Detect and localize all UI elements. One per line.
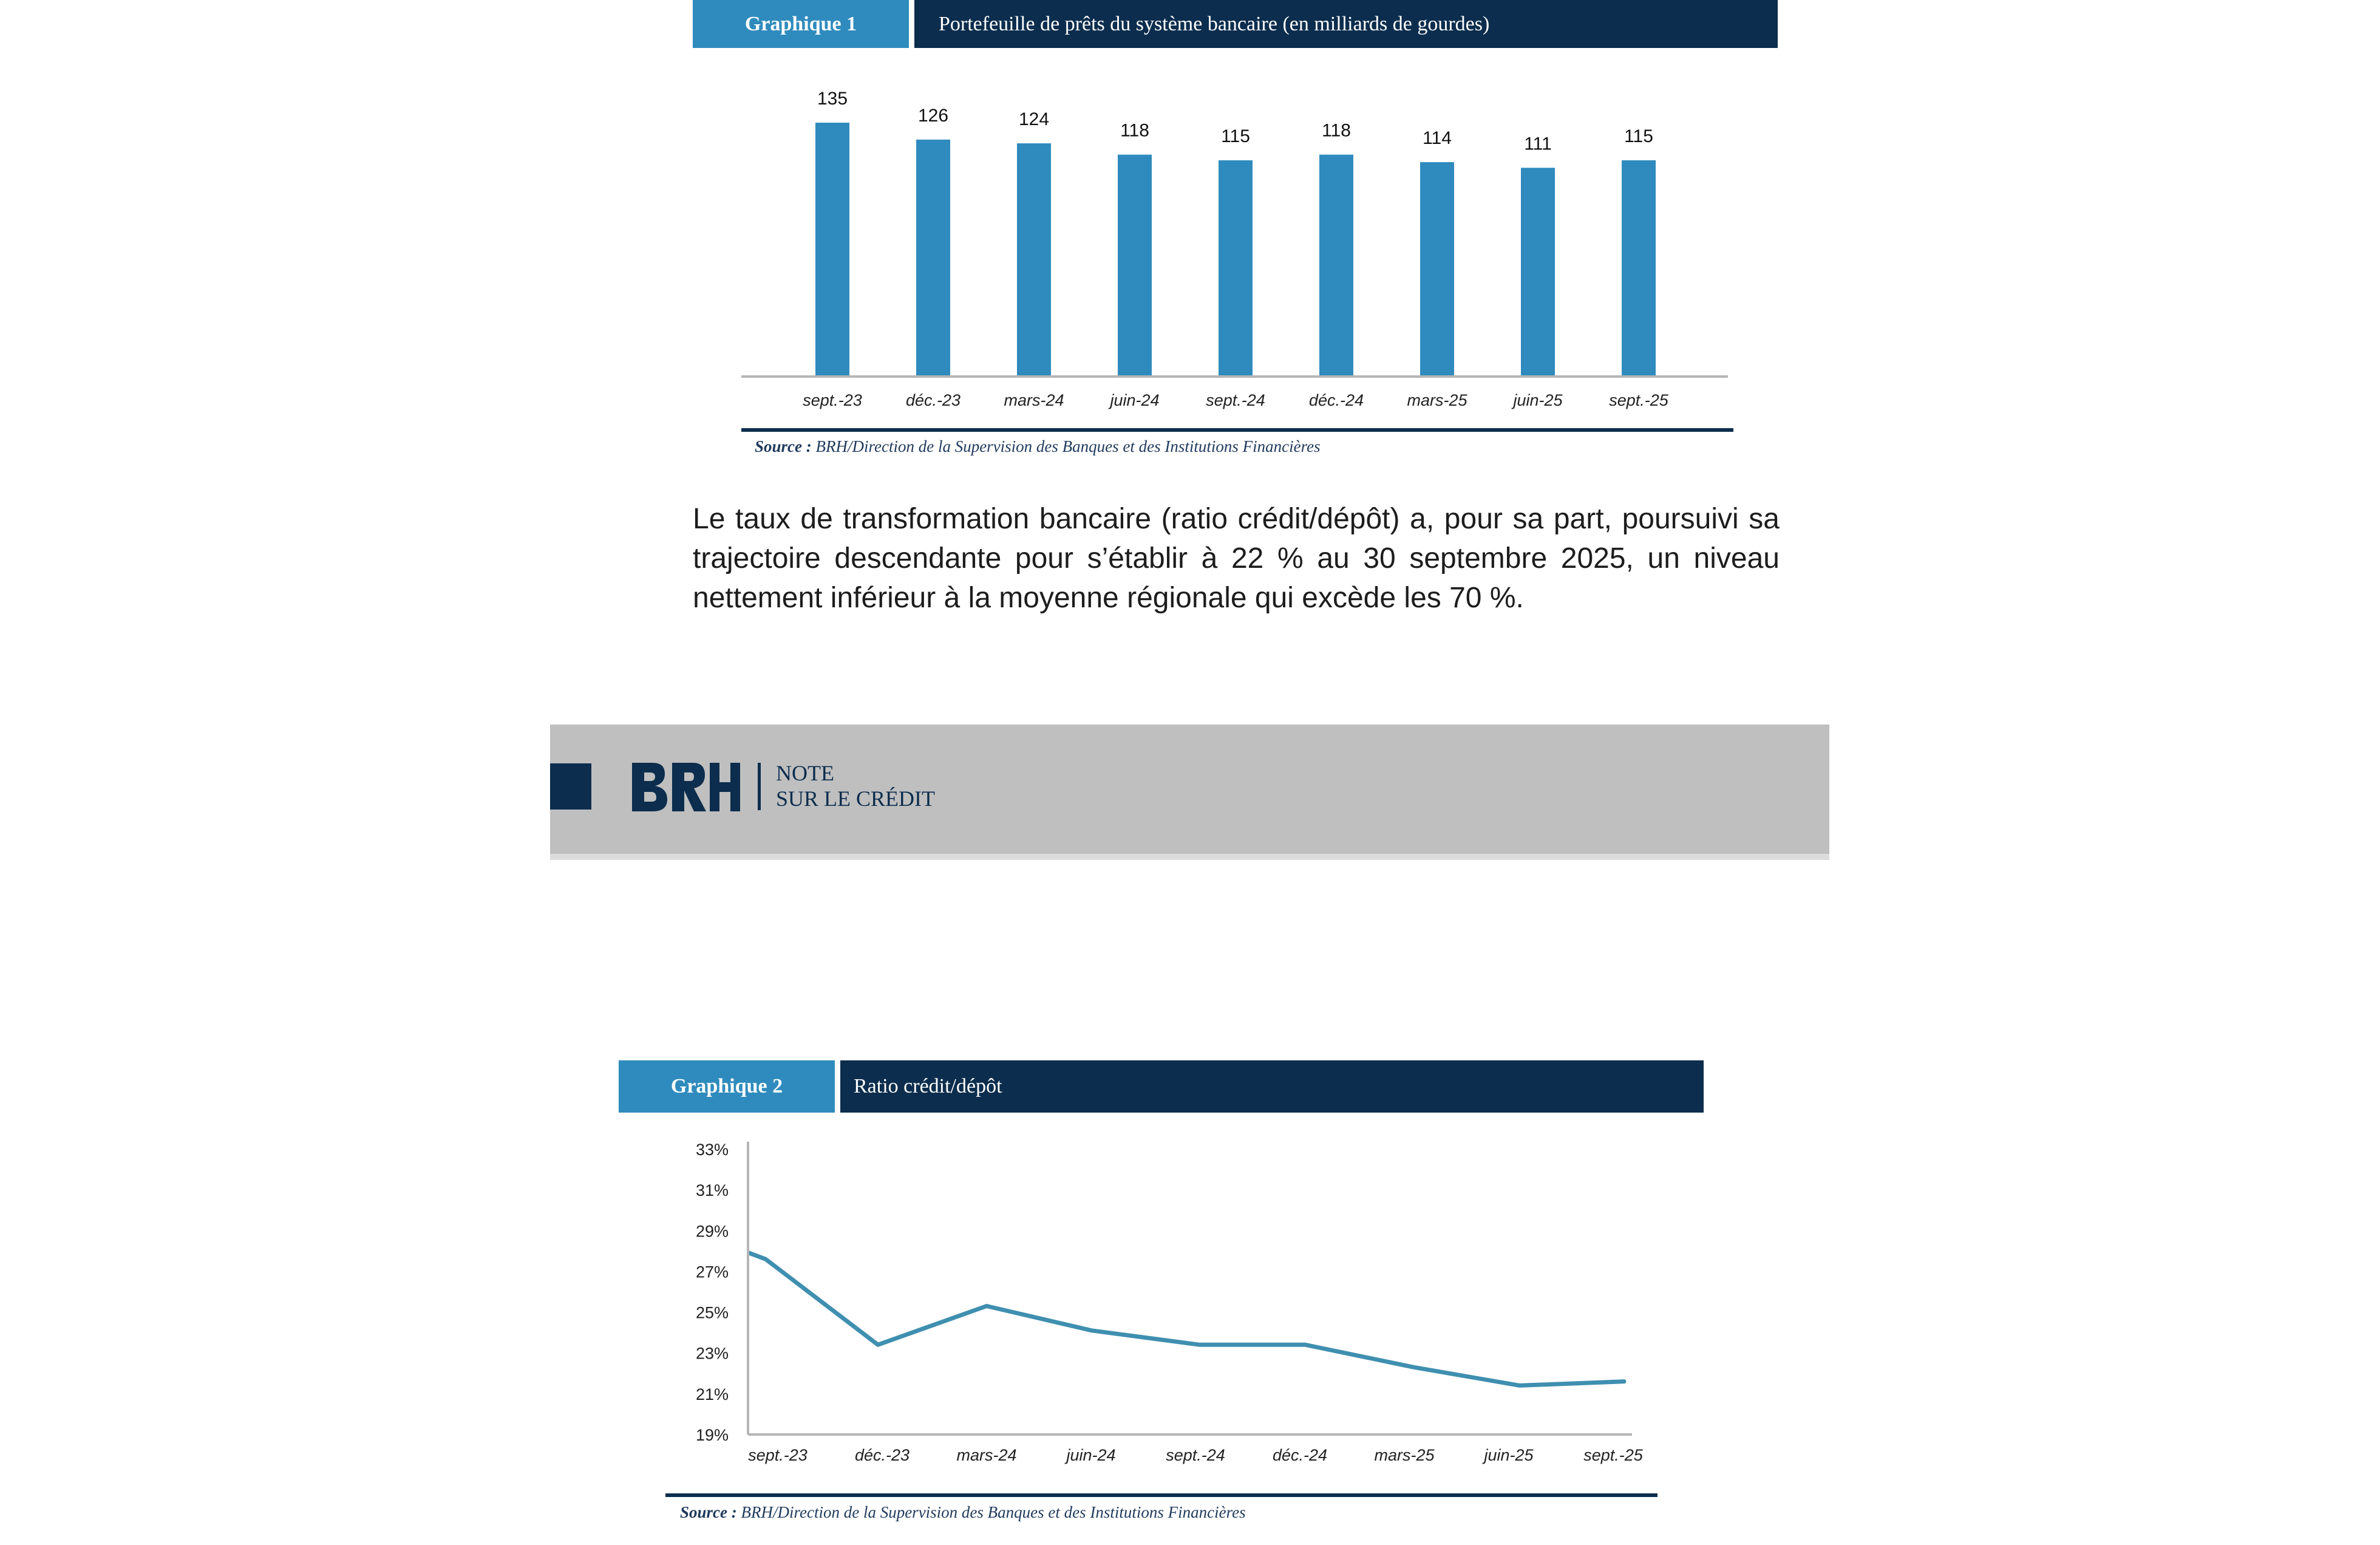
data-point [1305, 1344, 1306, 1346]
x-tick-label: juin-24 [1107, 391, 1159, 409]
chart2-source-label: Source : [680, 1503, 737, 1521]
chart2-tag-label: Graphique 2 [670, 1075, 783, 1097]
brh-logo [632, 763, 740, 811]
banner-square [550, 763, 591, 810]
bar [1622, 160, 1656, 377]
chart1-source-label: Source : [755, 437, 812, 455]
line-layer: 33% 31% 29% 27% 25% 23% 21% 19% sept.-23 déc.-23 m… [696, 1141, 1644, 1464]
data-point [1091, 1329, 1092, 1331]
y-tick-label: 29% [696, 1222, 729, 1240]
bar [1118, 154, 1152, 377]
brh-logo-mark [632, 763, 740, 811]
y-tick-label: 19% [696, 1426, 729, 1444]
chart1-title: Portefeuille de prêts du système bancair… [939, 12, 1490, 35]
data-point [1519, 1385, 1520, 1386]
x-tick-label: mars-24 [1004, 391, 1064, 409]
line-chart: 33% 31% 29% 27% 25% 23% 21% 19% sept.-23 déc.-23 m… [665, 1141, 1657, 1497]
data-point [877, 1344, 879, 1346]
bar [1521, 168, 1555, 377]
data-point [986, 1305, 987, 1307]
x-tick-label: sept.-23 [748, 1446, 807, 1464]
x-tick-label: juin-24 [1064, 1446, 1115, 1464]
x-tick-label: mars-24 [956, 1446, 1016, 1464]
chart2-source: Source : BRH/Direction de la Supervision… [680, 1503, 1246, 1522]
banner-title-line2: SUR LE CRÉDIT [776, 786, 936, 811]
chart2-title-bar: Ratio crédit/dépôt [840, 1060, 1704, 1113]
x-tick-label: sept.-25 [1583, 1446, 1644, 1464]
bars-layer: 135 sept.-23 126 déc.-23 124 mars-24 118 juin-2… [803, 89, 1669, 409]
bar [1017, 143, 1051, 377]
x-tick-label: déc.-23 [906, 391, 960, 409]
body-paragraph: Le taux de transformation bancaire (rati… [693, 503, 1780, 614]
x-tick-label: sept.-25 [1609, 391, 1669, 409]
chart1-title-bar: Portefeuille de prêts du système bancair… [914, 0, 1778, 48]
banner-underline [550, 854, 1829, 860]
x-tick-label: sept.-24 [1206, 391, 1265, 409]
bar [815, 123, 849, 377]
banner-separator [758, 763, 761, 810]
y-tick-label: 33% [696, 1141, 729, 1159]
bar [1219, 160, 1253, 377]
data-point [1413, 1366, 1414, 1368]
chart2-title: Ratio crédit/dépôt [854, 1075, 1002, 1097]
bar-value-label: 126 [918, 106, 948, 126]
chart1-tag: Graphique 1 [693, 0, 909, 48]
bar-chart: 135 sept.-23 126 déc.-23 124 mars-24 118 juin-2… [741, 89, 1733, 432]
banner-title: NOTE SUR LE CRÉDIT [776, 760, 935, 811]
bar [1420, 162, 1454, 377]
chart1-source-text: BRH/Direction de la Supervision des Banq… [815, 437, 1321, 455]
bar-value-label: 118 [1120, 121, 1149, 141]
y-tick-label: 21% [696, 1385, 729, 1403]
x-tick-label: juin-25 [1481, 1446, 1534, 1464]
bar-value-label: 114 [1423, 128, 1452, 148]
y-tick-label: 23% [696, 1345, 729, 1363]
bar [916, 139, 950, 377]
brh-banner [550, 725, 1829, 854]
chart2-tag: Graphique 2 [619, 1060, 835, 1113]
bar-value-label: 115 [1221, 126, 1250, 146]
x-tick-label: juin-25 [1511, 391, 1563, 409]
chart1-source: Source : BRH/Direction de la Supervision… [755, 437, 1321, 456]
bar-value-label: 124 [1019, 109, 1049, 129]
data-point [765, 1258, 766, 1260]
bar-value-label: 111 [1524, 134, 1552, 154]
y-tick-label: 27% [696, 1263, 729, 1281]
banner-title-line1: NOTE [776, 761, 834, 785]
bar-value-label: 118 [1322, 121, 1351, 141]
x-tick-label: sept.-24 [1166, 1446, 1225, 1464]
data-point [1199, 1344, 1200, 1346]
bar-value-label: 135 [817, 89, 848, 109]
chart1-tag-label: Graphique 1 [744, 12, 857, 35]
y-tick-label: 31% [696, 1181, 729, 1199]
x-tick-label: déc.-24 [1273, 1446, 1327, 1464]
bar-value-label: 115 [1624, 126, 1653, 146]
y-tick-label: 25% [696, 1304, 729, 1322]
x-tick-label: sept.-23 [803, 391, 862, 409]
x-tick-label: mars-25 [1374, 1446, 1435, 1464]
bar [1319, 154, 1353, 377]
x-tick-label: déc.-24 [1309, 391, 1364, 409]
series-line [747, 1250, 1627, 1388]
chart2-source-text: BRH/Direction de la Supervision des Banq… [741, 1503, 1246, 1521]
x-tick-label: déc.-23 [855, 1446, 909, 1464]
data-point [1623, 1380, 1625, 1382]
x-tick-label: mars-25 [1407, 391, 1467, 409]
